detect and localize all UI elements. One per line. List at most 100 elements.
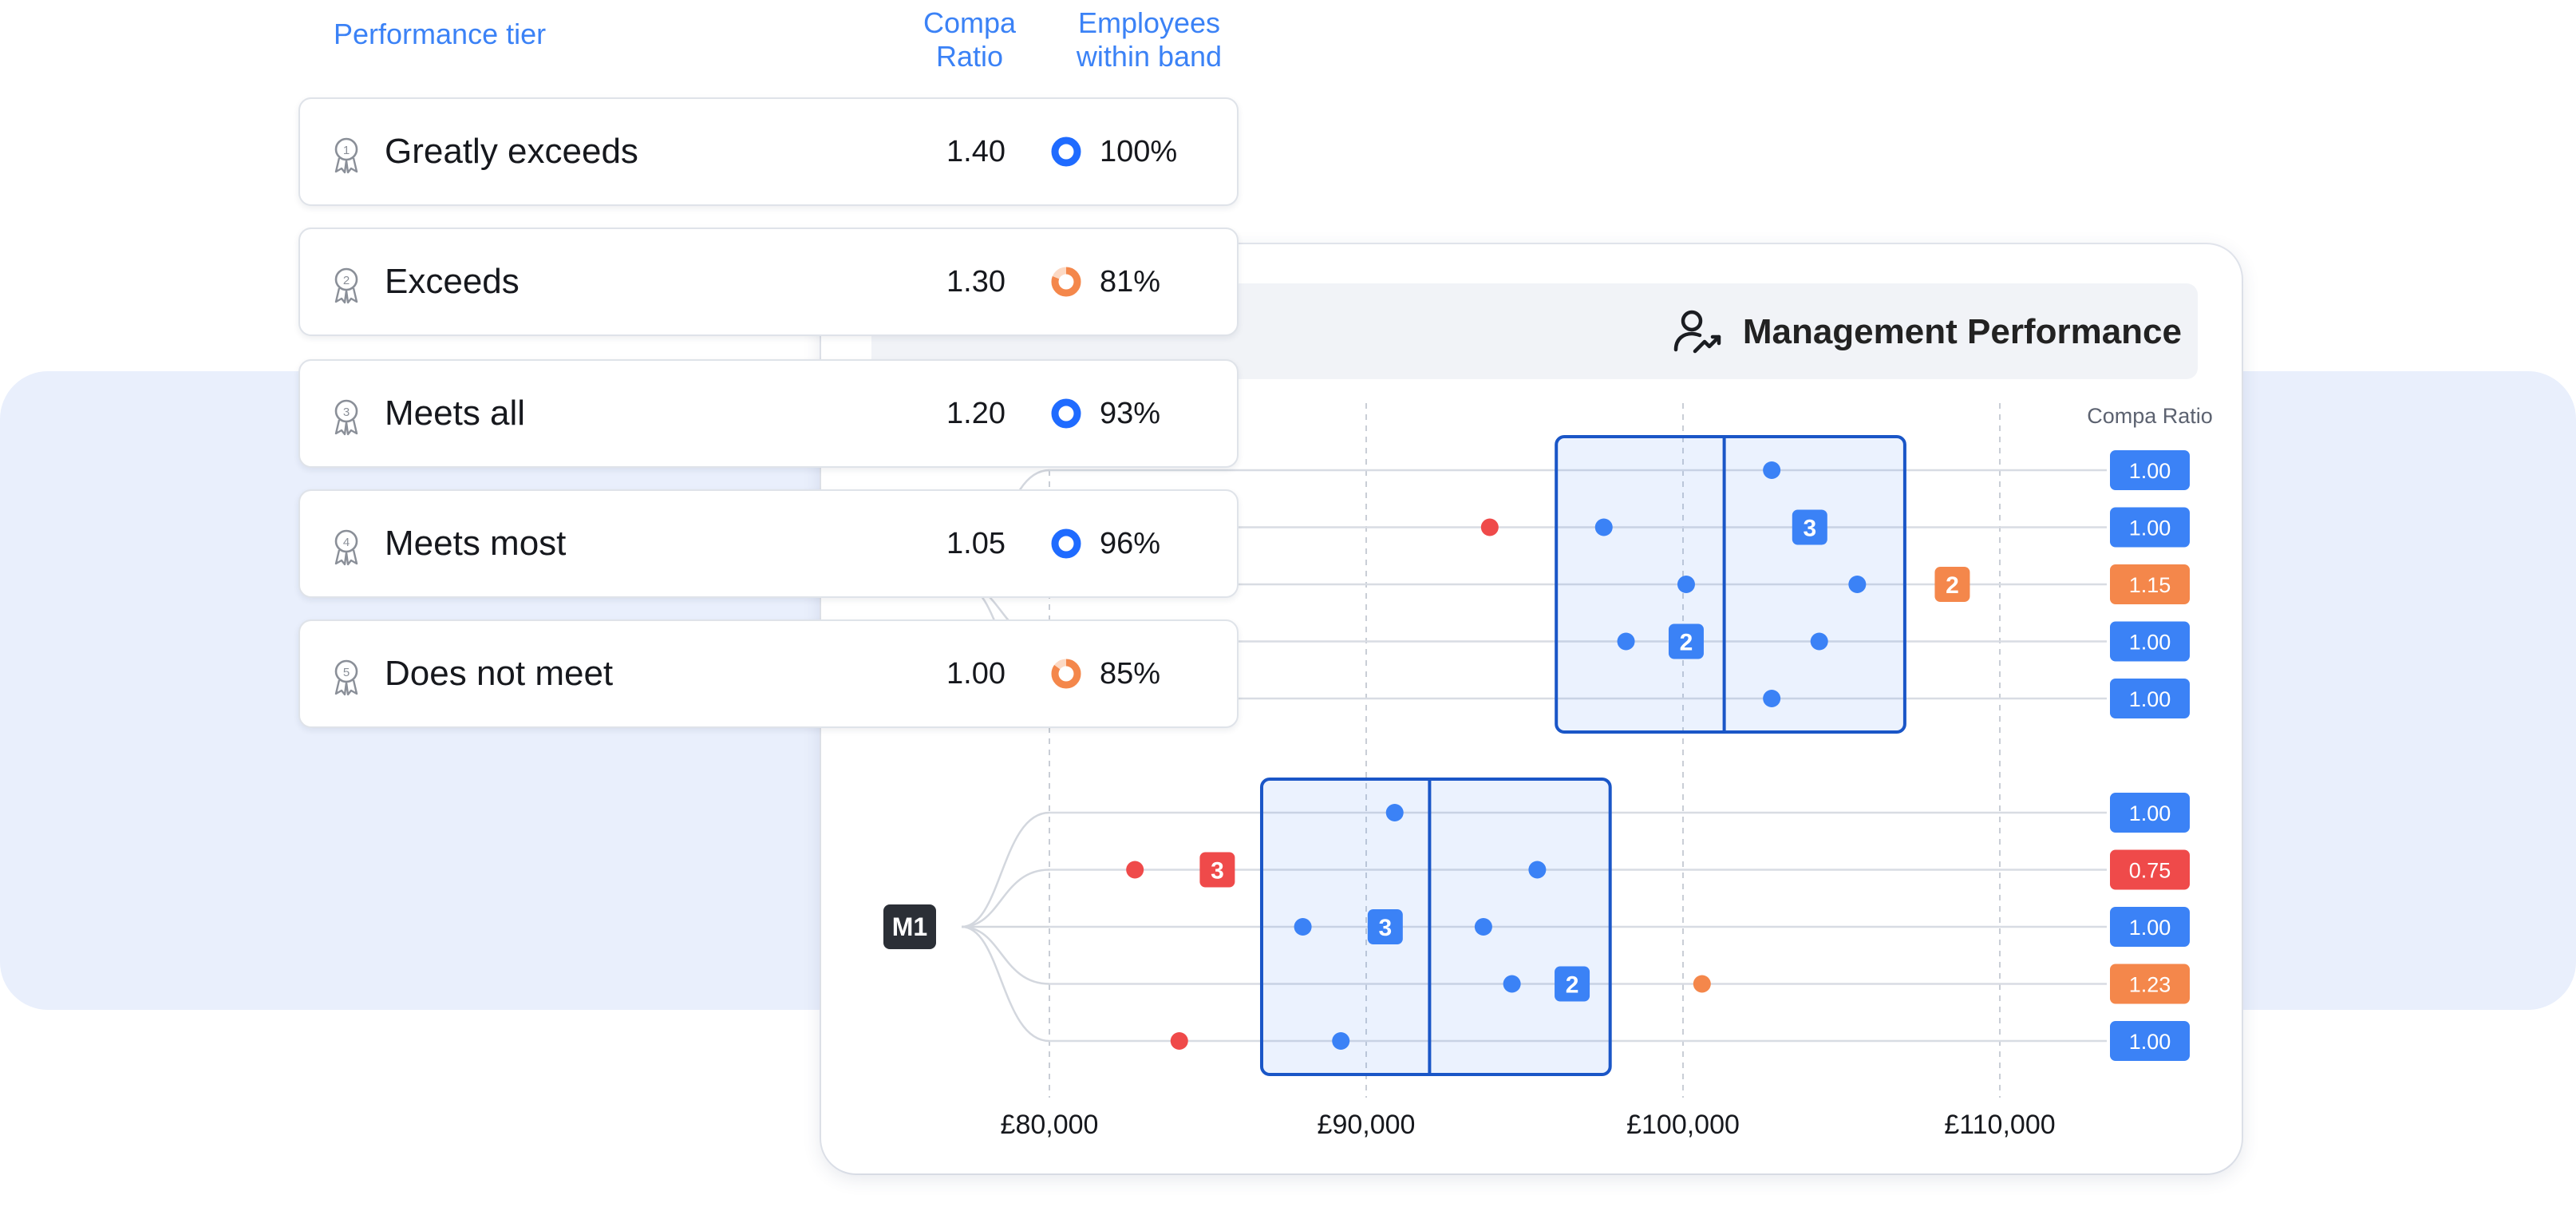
group-label-badge [883, 904, 936, 949]
employee-dot [1848, 576, 1867, 593]
tier-label: Greatly exceeds [385, 132, 638, 171]
tier-compa-ratio: 1.20 [946, 397, 1006, 430]
employee-dot [1170, 1032, 1188, 1050]
tier-compa-ratio: 1.30 [946, 265, 1006, 299]
header-employees-within-band: Employees within band [1076, 6, 1223, 73]
employees-ring-icon [1051, 528, 1081, 559]
compa-ratio-badge [2110, 849, 2190, 890]
compa-ratio-value: 1.00 [2129, 631, 2171, 655]
cluster-count-badge [1668, 623, 1704, 659]
tier-label: Does not meet [385, 654, 614, 693]
compa-ratio-badge [2110, 964, 2190, 1004]
cluster-count-badge [1934, 567, 1970, 602]
cluster-count-badge [1367, 909, 1403, 944]
salary-band-box [1259, 778, 1612, 1076]
tier-row[interactable]: 5 Does not meet 1.00 85% [298, 619, 1239, 728]
tier-row[interactable]: 4 Meets most 1.05 96% [298, 489, 1239, 598]
x-tick-label: £110,000 [1944, 1110, 2055, 1140]
user-trend-icon [1673, 310, 1721, 354]
employee-dot [1693, 975, 1711, 993]
award-4-icon: 4 [334, 529, 358, 566]
compa-ratio-badge [2110, 621, 2190, 662]
compa-ratio-badge [2110, 679, 2190, 718]
employee-dot [1294, 918, 1312, 936]
compa-ratio-badge [2110, 1021, 2190, 1061]
tier-label: Meets most [385, 524, 567, 563]
tier-compa-ratio: 1.00 [946, 657, 1006, 691]
award-1-icon: 1 [334, 137, 358, 174]
employees-ring-icon [1051, 137, 1081, 167]
employees-ring-icon [1051, 398, 1081, 429]
x-tick-label: £100,000 [1626, 1110, 1740, 1140]
compa-ratio-value: 1.00 [2129, 687, 2171, 711]
cluster-count: 3 [1378, 915, 1392, 941]
employee-dot [1677, 576, 1695, 593]
cluster-count-badge [1555, 966, 1590, 1002]
compa-ratio-value: 1.15 [2129, 573, 2171, 597]
employee-dot [1528, 861, 1547, 879]
employee-dot [1332, 1032, 1350, 1050]
award-5-icon: 5 [334, 659, 358, 696]
award-2-icon: 2 [334, 267, 358, 304]
employee-dot [1503, 975, 1521, 993]
compa-ratio-value: 1.00 [2129, 1030, 2171, 1054]
tier-employees-pct: 100% [1100, 135, 1178, 168]
tier-employees-pct: 96% [1100, 527, 1161, 560]
svg-text:2: 2 [343, 274, 350, 287]
compa-ratio-badge [2110, 793, 2190, 833]
svg-text:5: 5 [343, 666, 350, 679]
svg-text:3: 3 [343, 406, 350, 419]
cluster-count: 3 [1211, 858, 1224, 885]
cluster-count-badge [1792, 509, 1827, 545]
group-label: M1 [892, 912, 927, 941]
employees-ring-icon [1051, 267, 1081, 297]
cluster-count-badge [1199, 852, 1235, 888]
compa-ratio-value: 0.75 [2129, 859, 2171, 883]
x-tick-label: £80,000 [1001, 1110, 1099, 1140]
employee-dot [1617, 632, 1635, 651]
tier-employees-pct: 93% [1100, 397, 1161, 430]
tier-row[interactable]: 2 Exceeds 1.30 81% [298, 228, 1239, 336]
compa-ratio-axis-label: Compa Ratio [2087, 404, 2213, 428]
employee-dot [1763, 690, 1781, 707]
card-title: Management Performance [1671, 303, 2182, 361]
svg-text:4: 4 [343, 536, 350, 549]
tier-compa-ratio: 1.40 [946, 135, 1006, 168]
employee-dot [1810, 632, 1828, 651]
cluster-count: 2 [1566, 972, 1579, 999]
tier-compa-ratio: 1.05 [946, 527, 1006, 560]
tier-label: Meets all [385, 394, 526, 433]
x-tick-label: £90,000 [1318, 1110, 1416, 1140]
tier-label: Exceeds [385, 262, 520, 301]
compa-ratio-badge [2110, 507, 2190, 548]
compa-ratio-value: 1.00 [2129, 516, 2171, 540]
group-connector [961, 925, 1050, 985]
header-performance-tier: Performance tier [334, 18, 547, 50]
compa-ratio-badge [2110, 450, 2190, 490]
tier-row[interactable]: 1 Greatly exceeds 1.40 100% [298, 97, 1239, 206]
header-compa-ratio: Compa Ratio [923, 6, 1017, 73]
employee-dot [1126, 861, 1144, 879]
award-3-icon: 3 [334, 399, 358, 436]
compa-ratio-value: 1.00 [2129, 801, 2171, 825]
card-title-text: Management Performance [1742, 312, 2182, 351]
compa-ratio-badge [2110, 564, 2190, 604]
compa-ratio-badge [2110, 907, 2190, 947]
tier-row[interactable]: 3 Meets all 1.20 93% [298, 359, 1239, 468]
employee-dot [1763, 461, 1781, 479]
compa-ratio-value: 1.00 [2129, 459, 2171, 483]
group-connector [961, 869, 1050, 928]
tier-employees-pct: 85% [1100, 657, 1161, 691]
employee-dot [1594, 518, 1613, 536]
tier-employees-pct: 81% [1100, 265, 1161, 299]
cluster-count: 2 [1946, 572, 1959, 599]
cluster-count: 2 [1680, 630, 1693, 656]
compa-ratio-value: 1.23 [2129, 973, 2171, 997]
employee-dot [1474, 918, 1492, 936]
group-connector [961, 811, 1050, 928]
employee-dot [1480, 518, 1499, 536]
cluster-count: 3 [1803, 516, 1816, 542]
svg-text:1: 1 [343, 144, 350, 157]
employees-ring-icon [1051, 659, 1081, 689]
